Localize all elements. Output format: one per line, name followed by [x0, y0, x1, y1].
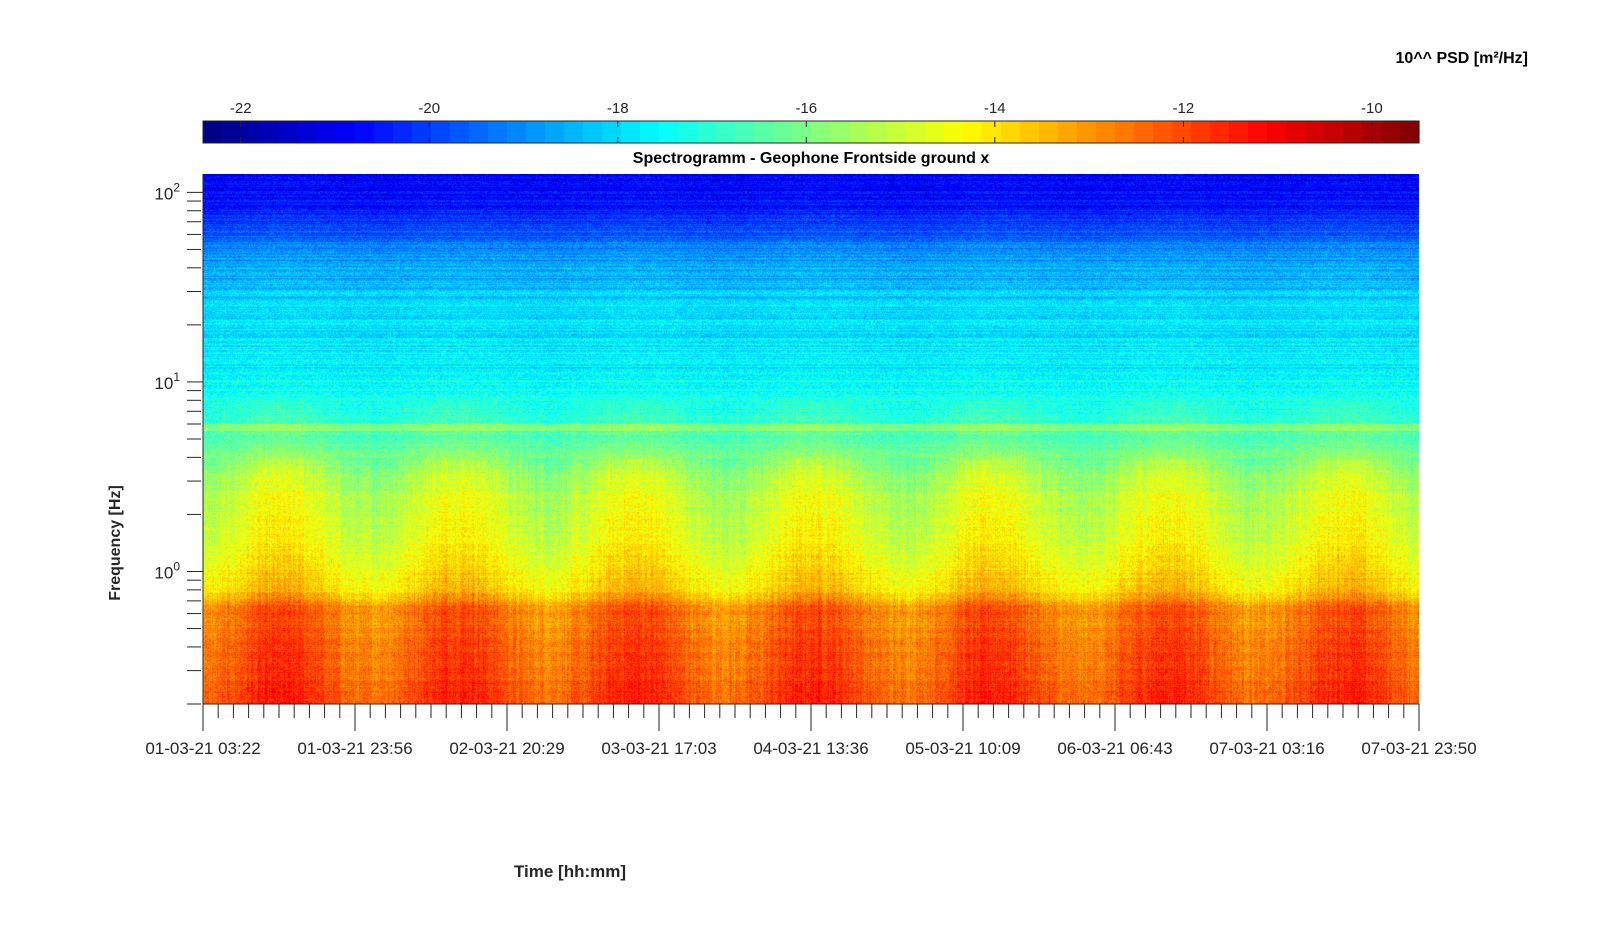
colorbar-step [1172, 121, 1192, 143]
colorbar-step [1229, 121, 1249, 143]
colorbar-tick-label: -18 [607, 100, 629, 117]
x-tick-label: 07-03-21 03:16 [1209, 739, 1324, 758]
colorbar-step [203, 121, 223, 143]
colorbar-step [716, 121, 736, 143]
colorbar-step [1324, 121, 1344, 143]
colorbar-step [1362, 121, 1382, 143]
colorbar-tick-label: -20 [418, 100, 440, 117]
colorbar-step [811, 121, 831, 143]
x-tick-label: 05-03-21 10:09 [905, 739, 1020, 758]
x-axis-label: Time [hh:mm] [513, 862, 627, 881]
colorbar-step [1343, 121, 1363, 143]
colorbar-step [1096, 121, 1116, 143]
colorbar-step [564, 121, 584, 143]
colorbar-step [830, 121, 850, 143]
colorbar-step [640, 121, 660, 143]
colorbar-step [621, 121, 641, 143]
colorbar-step [1381, 121, 1401, 143]
spectrogram-image [203, 174, 1419, 704]
x-tick-label: 04-03-21 13:36 [753, 739, 868, 758]
colorbar-step [260, 121, 280, 143]
colorbar-step [963, 121, 983, 143]
colorbar-step [1058, 121, 1078, 143]
colorbar-step [925, 121, 945, 143]
colorbar-step [849, 121, 869, 143]
colorbar-step [735, 121, 755, 143]
x-tick-label: 01-03-21 23:56 [297, 739, 412, 758]
plot-area [203, 174, 1419, 704]
colorbar-tick-label: -12 [1172, 100, 1194, 117]
colorbar-step [1286, 121, 1306, 143]
x-tick-label: 03-03-21 17:03 [601, 739, 716, 758]
colorbar-step [602, 121, 622, 143]
colorbar-step [393, 121, 413, 143]
colorbar-step [1248, 121, 1268, 143]
colorbar-step [507, 121, 527, 143]
colorbar-tick-label: -10 [1361, 100, 1383, 117]
x-tick-label: 07-03-21 23:50 [1361, 739, 1476, 758]
colorbar-step [1210, 121, 1230, 143]
colorbar: -22 -20 -18 -16 -14 -12 -10 [202, 100, 1420, 144]
colorbar-tick-label: -16 [795, 100, 817, 117]
colorbar-step [1039, 121, 1059, 143]
y-tick-label: 100 [154, 560, 180, 583]
colorbar-step [222, 121, 242, 143]
colorbar-step [754, 121, 774, 143]
colorbar-step [431, 121, 451, 143]
colorbar-step [450, 121, 470, 143]
colorbar-step [355, 121, 375, 143]
colorbar-step [1020, 121, 1040, 143]
colorbar-step [1153, 121, 1173, 143]
colorbar-step [906, 121, 926, 143]
y-tick-label: 102 [154, 180, 180, 203]
x-tick-label: 02-03-21 20:29 [449, 739, 564, 758]
colorbar-step [1115, 121, 1135, 143]
colorbar-step [697, 121, 717, 143]
x-tick-label: 01-03-21 03:22 [145, 739, 260, 758]
colorbar-step [279, 121, 299, 143]
colorbar-label: 10^^ PSD [m²/Hz] [1395, 50, 1528, 67]
y-axis: 100 101 102 [154, 174, 204, 705]
colorbar-step [241, 121, 261, 143]
colorbar-step [792, 121, 812, 143]
colorbar-step [773, 121, 793, 143]
colorbar-step [1077, 121, 1097, 143]
x-axis: 01-03-21 03:22 01-03-21 23:56 02-03-21 20:… [145, 703, 1477, 758]
colorbar-step [1305, 121, 1325, 143]
colorbar-step [374, 121, 394, 143]
colorbar-step [659, 121, 679, 143]
colorbar-step [944, 121, 964, 143]
colorbar-step [526, 121, 546, 143]
colorbar-step [887, 121, 907, 143]
colorbar-tick-label: -22 [230, 100, 252, 117]
colorbar-step [1134, 121, 1154, 143]
colorbar-step [469, 121, 489, 143]
colorbar-step [336, 121, 356, 143]
colorbar-step [317, 121, 337, 143]
colorbar-step [678, 121, 698, 143]
colorbar-step [1267, 121, 1287, 143]
colorbar-step [1191, 121, 1211, 143]
colorbar-step [488, 121, 508, 143]
colorbar-frame [202, 120, 1420, 144]
colorbar-step [982, 121, 1002, 143]
colorbar-tick-label: -14 [984, 100, 1006, 117]
x-tick-label: 06-03-21 06:43 [1057, 739, 1172, 758]
colorbar-step [583, 121, 603, 143]
colorbar-step [412, 121, 432, 143]
y-tick-label: 101 [154, 370, 180, 393]
colorbar-step [298, 121, 318, 143]
colorbar-step [1400, 121, 1420, 143]
colorbar-step [1001, 121, 1021, 143]
colorbar-step [868, 121, 888, 143]
colorbar-step [545, 121, 565, 143]
chart-title: Spectrogramm - Geophone Frontside ground… [632, 150, 990, 167]
